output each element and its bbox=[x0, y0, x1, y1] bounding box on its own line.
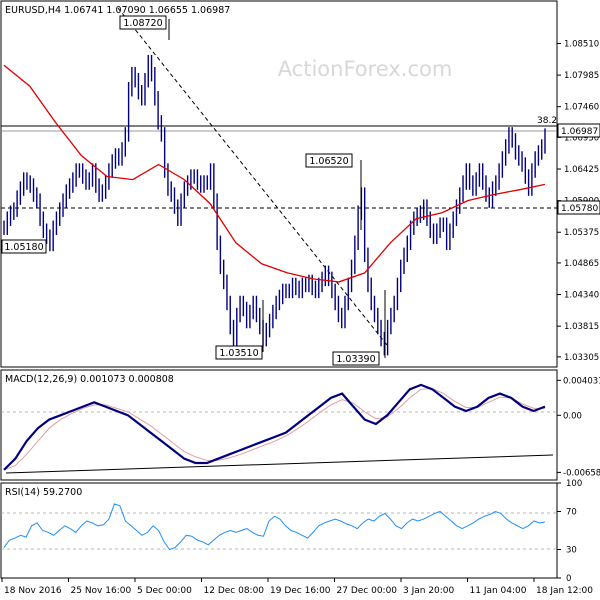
support-price-label: 1.05780 bbox=[561, 204, 598, 214]
price-tick-label: 1.04340 bbox=[564, 291, 599, 301]
time-tick-label: 11 Jan 04:00 bbox=[470, 586, 527, 596]
price-tick-label: 1.05375 bbox=[564, 228, 599, 238]
time-tick-label: 25 Nov 16:00 bbox=[71, 586, 132, 596]
annotation-high-dec-late: 1.06520 bbox=[305, 153, 362, 230]
price-panel-frame bbox=[0, 0, 558, 368]
time-tick-label: 5 Dec 00:00 bbox=[137, 586, 192, 596]
price-tick-label: 1.07985 bbox=[564, 71, 599, 81]
rsi-tick-label: 0 bbox=[566, 574, 571, 584]
rsi-tick-label: 70 bbox=[566, 508, 577, 518]
macd-panel-frame bbox=[0, 369, 558, 481]
macd-tick-label: 0.004031 bbox=[563, 376, 600, 386]
annotation-label: 1.03390 bbox=[336, 354, 375, 365]
annotation-low-nov: 1.05180 bbox=[1, 239, 47, 254]
rsi-axis: 100 70 30 0 bbox=[557, 479, 582, 584]
macd-trend-line bbox=[5, 454, 554, 474]
rsi-line bbox=[3, 503, 546, 551]
last-price-tag bbox=[557, 123, 600, 138]
annotation-low-jan: 1.03390 bbox=[332, 290, 386, 366]
annotation-low-dec: 1.03510 bbox=[215, 300, 264, 360]
price-header: EURUSD,H4 1.06741 1.07090 1.06655 1.0698… bbox=[5, 5, 230, 16]
last-price-label: 1.06987 bbox=[561, 127, 598, 137]
time-tick-label: 18 Jan 12:00 bbox=[536, 586, 593, 596]
rsi-tick-label: 30 bbox=[566, 546, 577, 556]
time-tick-label: 19 Dec 16:00 bbox=[270, 586, 331, 596]
annotation-label: 1.06520 bbox=[309, 156, 348, 167]
trend-line-down bbox=[117, 7, 388, 346]
macd-line bbox=[3, 383, 546, 471]
macd-tick-label: -0.006583 bbox=[563, 468, 600, 478]
time-tick-label: 12 Dec 08:00 bbox=[204, 586, 265, 596]
time-axis: 18 Nov 2016 25 Nov 16:00 5 Dec 00:00 12 Dec… bbox=[1, 578, 593, 596]
annotation-label: 1.05180 bbox=[4, 242, 43, 253]
annotation-high-dec: 1.08720 bbox=[119, 15, 170, 40]
time-tick-label: 18 Nov 2016 bbox=[4, 586, 62, 596]
price-tick-label: 1.04865 bbox=[564, 259, 599, 269]
price-tick-label: 1.03815 bbox=[564, 322, 599, 332]
price-tick-label: 1.07460 bbox=[564, 103, 599, 113]
macd-header: MACD(12,26,9) 0.001073 0.000808 bbox=[5, 374, 174, 385]
fib-label: 38.2 bbox=[537, 116, 557, 126]
price-tick-label: 1.06950 bbox=[564, 133, 599, 143]
time-tick-label: 3 Jan 20:00 bbox=[403, 586, 455, 596]
annotation-label: 1.03510 bbox=[219, 348, 258, 359]
macd-tick-label: 0.00 bbox=[563, 411, 582, 421]
support-price-tag bbox=[557, 200, 600, 215]
rsi-tick-label: 100 bbox=[566, 479, 582, 489]
price-tick-label: 1.06425 bbox=[564, 165, 599, 175]
price-candles bbox=[3, 54, 546, 356]
moving-average-line bbox=[3, 64, 546, 283]
price-tick-label: 1.08510 bbox=[564, 39, 599, 49]
price-tick-label: 1.03305 bbox=[564, 353, 599, 363]
annotation-label: 1.08720 bbox=[123, 18, 162, 29]
macd-axis: 0.004031 0.00 -0.006583 bbox=[557, 376, 600, 478]
rsi-panel-frame bbox=[0, 482, 558, 579]
time-tick-label: 27 Dec 00:00 bbox=[337, 586, 398, 596]
rsi-header: RSI(14) 59.2700 bbox=[5, 487, 82, 498]
watermark: ActionForex.com bbox=[278, 57, 453, 81]
macd-signal-line bbox=[3, 387, 545, 471]
